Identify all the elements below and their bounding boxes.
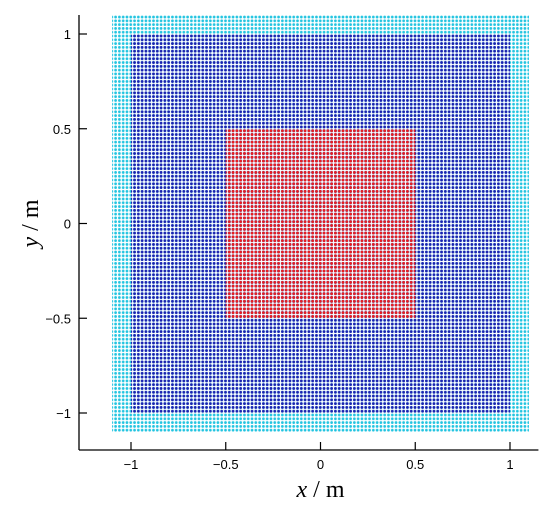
y-tick-label: 0.5 (53, 122, 71, 137)
y-axis-variable: y (18, 237, 44, 250)
y-tick-label: 0 (64, 217, 71, 232)
y-axis-unit: / m (18, 199, 44, 237)
x-axis-ticks: −1 −0.5 0 0.5 1 (124, 442, 514, 472)
y-tick-label: 1 (64, 27, 71, 42)
y-axis-label: y / m (18, 199, 44, 249)
x-tick-label: 0.5 (406, 457, 424, 472)
x-tick-label: 1 (506, 457, 513, 472)
inner-particle-region (225, 128, 416, 319)
x-axis-unit: / m (307, 477, 345, 503)
x-tick-label: 0 (317, 457, 324, 472)
particle-regions (112, 15, 529, 432)
x-axis-variable: x (296, 477, 308, 503)
y-tick-label: −0.5 (45, 311, 71, 326)
y-tick-label: −1 (56, 406, 71, 421)
x-tick-label: −1 (124, 457, 139, 472)
x-tick-label: −0.5 (213, 457, 239, 472)
y-axis-ticks: −1 −0.5 0 0.5 1 (45, 27, 87, 421)
x-axis-label: x / m (296, 477, 345, 503)
